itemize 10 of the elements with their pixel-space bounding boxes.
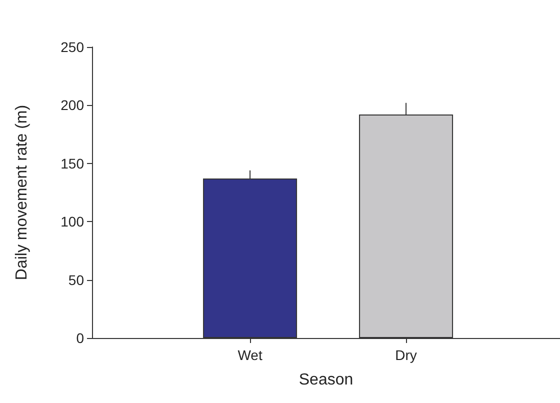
y-tick-label: 200 [60,97,84,114]
x-tick-label: Wet [238,347,262,363]
y-tick-label: 100 [60,214,84,230]
y-tick-label: 0 [76,330,84,346]
y-tick-label: 250 [60,39,84,55]
y-tick-label: 150 [60,155,84,172]
y-axis-title: Daily movement rate (m) [14,104,30,280]
y-tick-label: 50 [68,272,84,288]
x-tick-label: Dry [395,347,417,363]
x-axis-title: Season [298,372,354,388]
